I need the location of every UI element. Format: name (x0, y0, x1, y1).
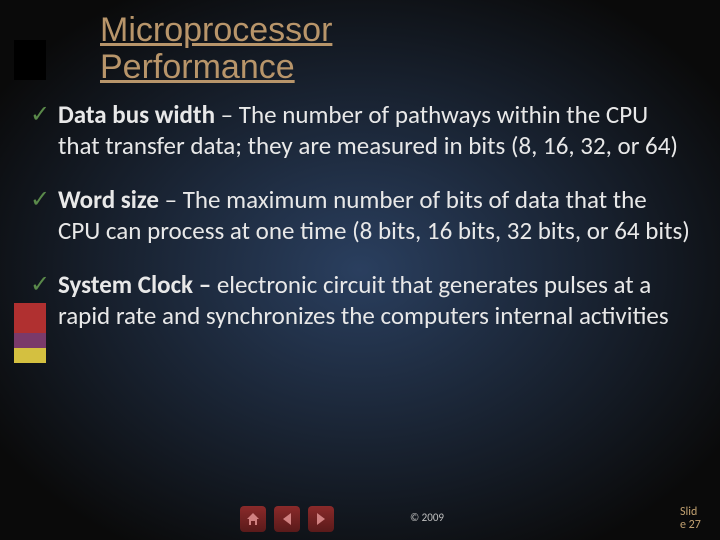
list-item: ✓ Data bus width – The number of pathway… (30, 100, 690, 161)
sep: – (159, 184, 183, 215)
prev-icon (279, 511, 295, 527)
copyright: © 2009 (410, 511, 444, 524)
accent-block (14, 40, 46, 80)
nav-prev-button[interactable] (274, 506, 300, 532)
home-icon (245, 511, 261, 527)
slide-number: Slid e 27 (680, 506, 708, 532)
check-icon: ✓ (30, 185, 50, 214)
list-item: ✓ System Clock – electronic circuit that… (30, 270, 690, 331)
list-item: ✓ Word size – The maximum number of bits… (30, 185, 690, 246)
nav-next-button[interactable] (308, 506, 334, 532)
term: System Clock – (58, 269, 211, 300)
check-icon: ✓ (30, 270, 50, 299)
term: Word size (58, 184, 159, 215)
content-area: ✓ Data bus width – The number of pathway… (30, 100, 690, 355)
nav-controls (240, 506, 334, 532)
sep: – (215, 99, 239, 130)
check-icon: ✓ (30, 100, 50, 129)
page-title: Microprocessor Performance (100, 12, 332, 87)
nav-home-button[interactable] (240, 506, 266, 532)
next-icon (313, 511, 329, 527)
term: Data bus width (58, 99, 215, 130)
